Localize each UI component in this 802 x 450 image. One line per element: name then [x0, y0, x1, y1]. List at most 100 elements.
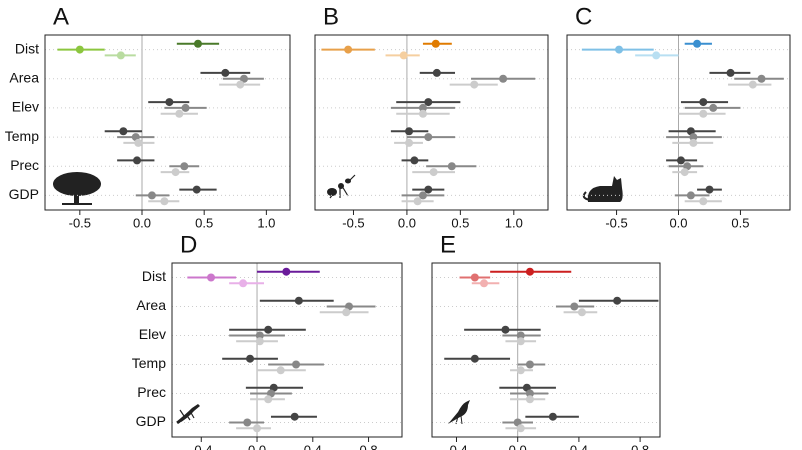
estimate-point [192, 185, 201, 194]
estimate-point [290, 412, 299, 421]
estimate-point [525, 267, 534, 276]
estimate-point [171, 168, 180, 177]
estimate-point [276, 366, 285, 375]
category-label: Dist [15, 40, 39, 56]
estimate-point [470, 354, 479, 363]
estimate-point [652, 51, 661, 60]
estimate-point [399, 51, 408, 60]
category-label: Area [9, 69, 39, 85]
estimate-point [413, 197, 422, 206]
estimate-point [470, 273, 479, 282]
estimate-point [424, 98, 433, 107]
x-tick-label: 0.8 [631, 442, 649, 450]
estimate-point [253, 424, 262, 433]
estimate-point [570, 302, 579, 311]
estimate-point [236, 80, 245, 89]
estimate-point [699, 197, 708, 206]
estimate-point [705, 185, 714, 194]
panel-title: B [323, 3, 339, 30]
category-label: Dist [142, 268, 166, 284]
x-tick-label: 0.5 [195, 215, 213, 230]
x-tick-label: 1.0 [505, 215, 523, 230]
estimate-point [255, 337, 264, 346]
silhouettes [53, 172, 623, 425]
category-label: Temp [5, 128, 39, 144]
estimate-point [525, 389, 534, 398]
estimate-point [264, 325, 273, 334]
x-tick-label: -0.4 [190, 442, 212, 450]
x-tick-label: 0.0 [509, 442, 527, 450]
estimate-point [294, 296, 303, 305]
category-label: GDP [136, 413, 166, 429]
estimate-point [243, 418, 252, 427]
panel-frame [44, 34, 291, 211]
estimate-point [255, 331, 264, 340]
bird-icon [448, 400, 470, 425]
estimate-point [424, 133, 433, 142]
panel-title: A [53, 3, 69, 30]
x-tick-label: 0.0 [133, 215, 151, 230]
estimate-point [525, 360, 534, 369]
estimate-point [499, 74, 508, 83]
estimate-point [264, 395, 273, 404]
estimate-point [418, 191, 427, 200]
cat-icon [582, 176, 623, 202]
estimate-point [516, 331, 525, 340]
x-tick-label: -0.5 [69, 215, 91, 230]
estimate-point [525, 395, 534, 404]
estimate-point [676, 156, 685, 165]
panel-title: C [575, 3, 592, 30]
estimate-point [418, 103, 427, 112]
estimate-point [548, 412, 557, 421]
estimate-point [405, 138, 414, 147]
estimate-point [689, 133, 698, 142]
x-tick-label: 0.5 [731, 215, 749, 230]
category-label: Prec [137, 384, 166, 400]
estimate-point [615, 45, 624, 54]
estimate-point [424, 185, 433, 194]
estimate-point [432, 68, 441, 77]
panel-frame [171, 262, 403, 438]
estimate-point [501, 325, 510, 334]
estimate-point [699, 98, 708, 107]
estimate-point [175, 109, 184, 118]
estimate-point [613, 296, 622, 305]
x-tick-label: 0.0 [669, 215, 687, 230]
x-tick-label: -0.5 [605, 215, 627, 230]
estimate-point [181, 103, 190, 112]
estimate-point [134, 138, 143, 147]
estimate-point [693, 39, 702, 48]
panel-title: E [440, 231, 456, 258]
estimate-point [726, 68, 735, 77]
estimate-point [699, 109, 708, 118]
estimate-point [689, 138, 698, 147]
x-tick-label: 0.0 [248, 442, 266, 450]
panel-frame [431, 262, 661, 438]
estimate-point [239, 74, 248, 83]
estimate-point [431, 39, 440, 48]
estimate-point [116, 51, 125, 60]
estimate-point [344, 45, 353, 54]
x-tick-label: -0.5 [342, 215, 364, 230]
category-label: GDP [9, 186, 39, 202]
estimate-point [480, 279, 489, 288]
category-label: Prec [10, 157, 39, 173]
estimate-point [516, 337, 525, 346]
estimate-point [757, 74, 766, 83]
estimate-point [147, 191, 156, 200]
estimate-point [470, 80, 479, 89]
estimate-point [221, 68, 230, 77]
estimate-point [410, 156, 419, 165]
estimate-point [577, 308, 586, 317]
x-tick-label: 0.5 [451, 215, 469, 230]
estimate-point [119, 127, 128, 136]
estimate-point [429, 168, 438, 177]
estimate-point [180, 162, 189, 171]
x-tick-label: 0.0 [398, 215, 416, 230]
estimate-point [516, 366, 525, 375]
category-label: Elev [12, 99, 39, 115]
estimate-point [686, 191, 695, 200]
x-tick-label: -0.4 [445, 442, 467, 450]
